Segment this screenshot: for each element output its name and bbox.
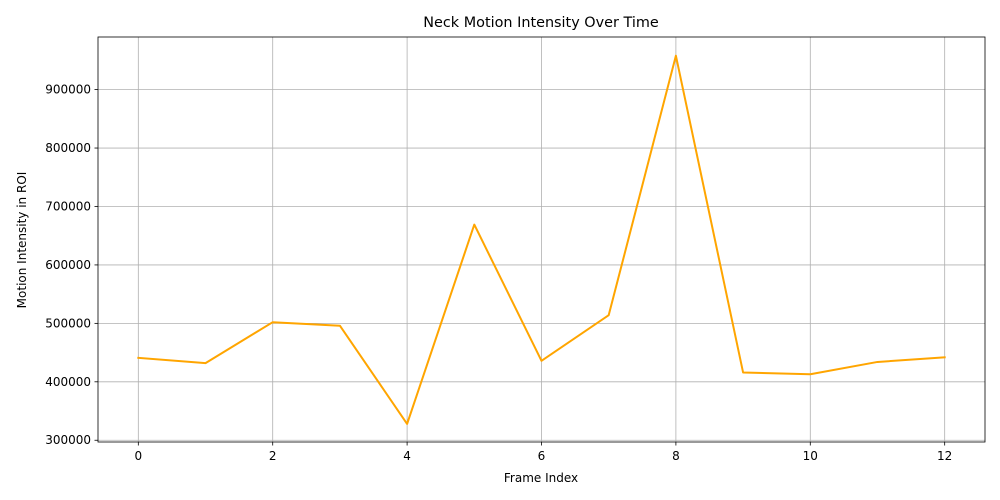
y-tick-label: 500000 [45,316,91,330]
grid [98,37,985,442]
y-tick-label: 400000 [45,375,91,389]
y-tick-label: 900000 [45,83,91,97]
x-tick-label: 8 [672,449,680,463]
y-tick-label: 300000 [45,433,91,447]
series-line [137,54,946,425]
y-tick-label: 800000 [45,141,91,155]
x-tick-label: 6 [538,449,546,463]
chart-title: Neck Motion Intensity Over Time [423,15,659,31]
y-tick-label: 700000 [45,199,91,213]
x-tick-label: 0 [134,449,142,463]
x-tick-label: 4 [403,449,411,463]
x-axis-label: Frame Index [504,471,578,485]
series-layer [137,54,946,425]
x-tick-label: 10 [803,449,818,463]
y-axis-label: Motion Intensity in ROI [15,172,29,309]
x-tick-label: 12 [937,449,952,463]
x-tick-label: 2 [269,449,277,463]
ticks: 0 2 4 6 8 10 12 300000 400000 500000 600000 700000 8… [45,83,952,463]
y-tick-label: 600000 [45,258,91,272]
